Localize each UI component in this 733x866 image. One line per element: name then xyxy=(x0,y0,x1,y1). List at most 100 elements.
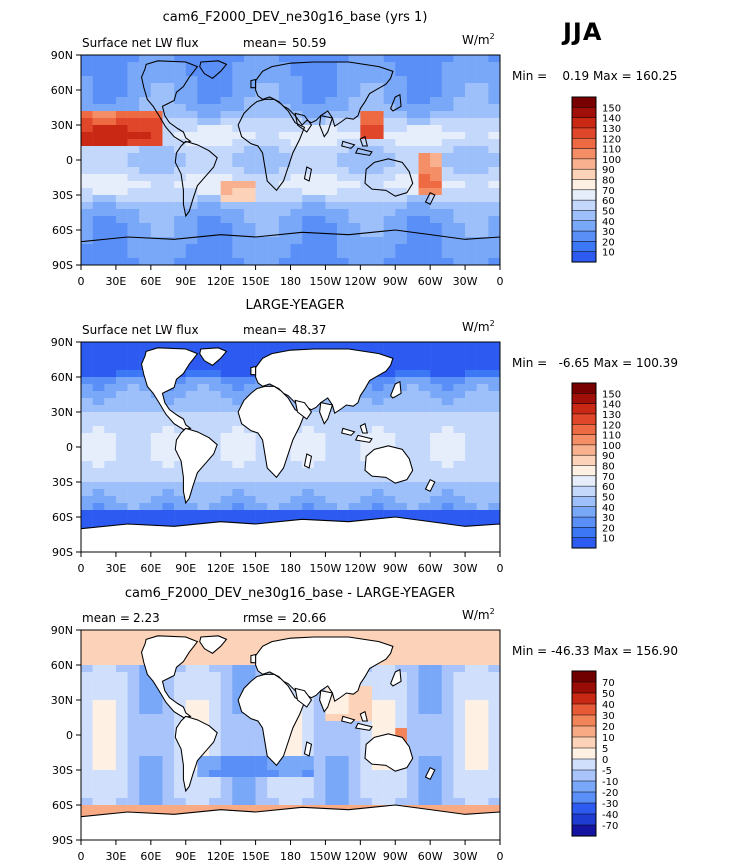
field-cell xyxy=(220,791,233,799)
colorbar-label: 30 xyxy=(602,513,615,524)
field-cell xyxy=(441,700,454,708)
field-cell xyxy=(127,777,140,785)
field-cell xyxy=(430,174,443,182)
field-cell xyxy=(267,62,280,70)
colorbar-label: 90 xyxy=(602,451,615,462)
field-cell xyxy=(337,104,349,112)
field-cell xyxy=(162,798,175,806)
field-cell xyxy=(371,693,384,701)
field-cell xyxy=(313,55,326,63)
field-cell xyxy=(278,181,291,189)
field-cell xyxy=(185,517,198,525)
field-cell xyxy=(104,756,117,764)
field-cell xyxy=(185,363,198,371)
field-cell xyxy=(115,160,128,168)
field-cell xyxy=(371,510,384,518)
lon-tick-label: 30E xyxy=(105,850,126,863)
field-cell xyxy=(150,55,163,63)
field-cell xyxy=(430,489,443,497)
field-cell xyxy=(395,62,408,70)
colorbar-swatch xyxy=(571,179,597,191)
field-cell xyxy=(255,195,268,203)
field-cell xyxy=(243,454,256,462)
field-cell xyxy=(104,97,117,105)
field-cell xyxy=(162,83,175,91)
field-cell xyxy=(418,742,431,750)
field-cell xyxy=(383,258,396,265)
field-cell xyxy=(313,195,326,203)
field-cell xyxy=(418,665,431,673)
field-cell xyxy=(313,798,326,806)
field-cell xyxy=(453,517,466,525)
field-cell xyxy=(476,707,489,715)
field-cell xyxy=(127,363,140,371)
field-cell xyxy=(92,630,105,638)
field-cell xyxy=(115,412,128,420)
field-cell xyxy=(92,55,105,63)
field-cell xyxy=(302,195,315,203)
field-cell xyxy=(488,377,500,385)
field-cell xyxy=(453,510,466,518)
field-cell xyxy=(104,440,117,448)
colorbar-swatch xyxy=(571,725,597,738)
field-cell xyxy=(92,637,105,645)
field-cell xyxy=(255,118,268,126)
field-cell xyxy=(453,90,466,98)
field-cell xyxy=(174,55,186,63)
field-cell xyxy=(302,419,315,427)
colorbar-swatch xyxy=(571,168,597,181)
field-cell xyxy=(92,195,105,203)
field-cell xyxy=(313,153,326,161)
field-cell xyxy=(406,132,419,140)
field-cell xyxy=(325,763,338,771)
field-cell xyxy=(337,83,349,91)
field-cell xyxy=(255,349,268,357)
lon-tick-label: 0 xyxy=(78,850,85,863)
field-cell xyxy=(418,510,431,518)
field-cell xyxy=(290,181,303,189)
field-cell xyxy=(325,777,338,785)
field-cell xyxy=(313,69,326,77)
lon-tick-label: 0 xyxy=(78,275,85,288)
field-cell xyxy=(162,426,175,434)
field-cell xyxy=(209,174,221,182)
field-cell xyxy=(127,805,140,813)
field-cell xyxy=(243,777,256,785)
field-cell xyxy=(174,209,186,217)
field-cell xyxy=(81,447,93,455)
field-cell xyxy=(162,770,175,778)
field-cell xyxy=(162,749,175,757)
field-cell xyxy=(325,791,338,799)
field-cell xyxy=(290,763,303,771)
field-cell xyxy=(313,440,326,448)
field-cell xyxy=(197,237,210,245)
field-cell xyxy=(406,644,419,652)
field-cell xyxy=(81,62,93,70)
field-cell xyxy=(371,167,384,175)
field-cell xyxy=(337,440,349,448)
field-cell xyxy=(104,209,117,217)
field-cell xyxy=(185,174,198,182)
field-cell xyxy=(162,202,175,210)
field-cell xyxy=(232,377,245,385)
field-cell xyxy=(174,482,186,490)
field-cell xyxy=(337,468,349,476)
field-cell xyxy=(488,777,500,785)
field-cell xyxy=(395,209,408,217)
field-cell xyxy=(302,237,315,245)
field-cell xyxy=(383,658,396,666)
field-cell xyxy=(232,447,245,455)
field-cell xyxy=(465,517,477,525)
field-cell xyxy=(162,174,175,182)
field-cell xyxy=(488,454,500,462)
field-cell xyxy=(267,517,280,525)
field-cell xyxy=(185,679,198,687)
field-cell xyxy=(465,391,477,399)
colorbar-swatch xyxy=(571,403,597,415)
field-cell xyxy=(185,405,198,413)
field-cell xyxy=(371,763,384,771)
field-cell xyxy=(115,97,128,105)
field-cell xyxy=(115,83,128,91)
field-cell xyxy=(395,132,408,140)
field-cell xyxy=(465,356,477,364)
